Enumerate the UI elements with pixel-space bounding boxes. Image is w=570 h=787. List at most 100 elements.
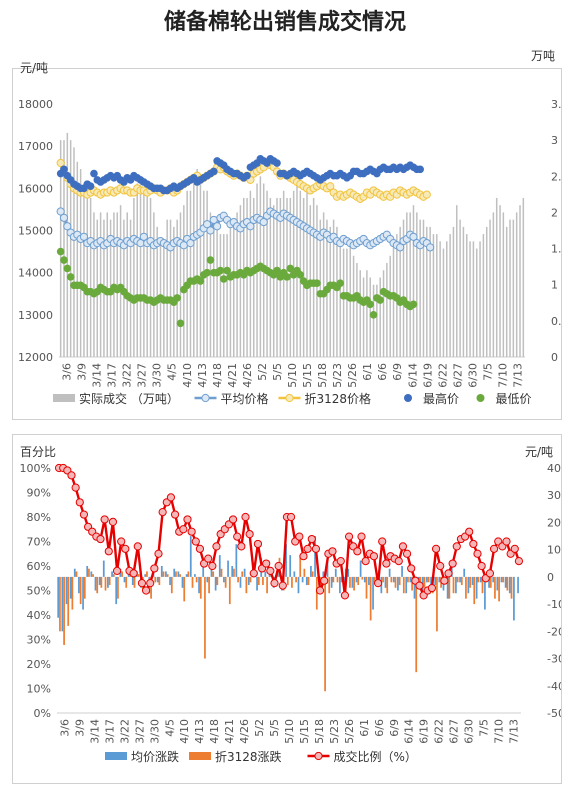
bar-mark <box>181 576 184 588</box>
bar-mark <box>224 576 227 588</box>
line-point <box>336 557 345 566</box>
bar-mark <box>351 576 354 588</box>
bar-mark <box>162 571 165 577</box>
bar-mark <box>336 226 338 357</box>
x-tick-label: 7/13 <box>508 719 521 744</box>
bar-mark <box>452 226 455 357</box>
x-tick-label: 4/26 <box>241 363 254 388</box>
bar-mark <box>179 212 182 357</box>
line-point <box>373 579 383 588</box>
line-point <box>213 222 222 231</box>
y-left-tick-label: 40% <box>27 609 51 622</box>
x-tick-label: 6/19 <box>421 363 434 388</box>
bar-mark <box>88 568 90 577</box>
bar-mark <box>311 571 314 577</box>
scatter-point <box>283 273 291 281</box>
bar-mark <box>67 576 70 626</box>
bar-mark <box>365 576 368 599</box>
x-tick-label: 3/6 <box>58 719 71 737</box>
line-point <box>186 239 195 248</box>
bar-mark <box>249 576 252 583</box>
left-axis-unit: 元/吨 <box>20 61 49 75</box>
x-tick-label: 7/10 <box>493 719 506 744</box>
x-tick-label: 6/27 <box>448 719 461 744</box>
bar-mark <box>489 219 491 357</box>
x-tick-label: 3/9 <box>76 363 89 381</box>
y-left-tick-label: 14000 <box>18 267 53 280</box>
bar-mark <box>216 576 219 586</box>
bar-mark <box>119 205 122 357</box>
line-point <box>398 542 408 551</box>
bar-mark <box>368 576 370 586</box>
line-point <box>233 532 242 541</box>
y-left-tick-label: 100% <box>20 462 51 475</box>
bar-mark <box>286 576 289 586</box>
bar-mark <box>133 197 135 357</box>
y-right-tick-label: -500 <box>547 707 561 720</box>
line-point <box>191 537 200 546</box>
bar-mark <box>473 576 476 605</box>
line-point <box>96 534 105 544</box>
scatter-point <box>86 182 95 191</box>
bar-mark <box>121 571 123 577</box>
y-left-tick-label: 18000 <box>18 98 53 111</box>
bar-mark <box>427 576 430 583</box>
bar-mark <box>247 576 250 586</box>
y-right-tick-label: 1 <box>551 279 558 292</box>
bar-mark <box>189 536 192 577</box>
bar-mark <box>106 212 109 357</box>
bar-mark <box>210 568 213 577</box>
bar-mark <box>479 241 481 357</box>
line-point <box>485 569 495 578</box>
x-tick-label: 3/22 <box>118 719 131 744</box>
bar-mark <box>57 576 60 618</box>
x-tick-label: 5/26 <box>343 719 356 744</box>
bar-mark <box>209 212 212 357</box>
bar-mark <box>131 576 134 586</box>
bar-mark <box>239 205 242 357</box>
bar-mark <box>266 576 268 594</box>
x-tick-label: 3/27 <box>133 719 146 744</box>
y-right-tick-label: -100 <box>547 598 561 611</box>
bar-mark <box>241 571 244 577</box>
y-left-tick-label: 20% <box>27 658 51 671</box>
bar-mark <box>357 576 360 586</box>
bar-mark <box>63 140 65 357</box>
line-point <box>396 243 405 252</box>
bar-mark <box>169 576 171 586</box>
legend-swatch <box>105 752 127 760</box>
bar-mark <box>129 219 132 357</box>
x-tick-label: 4/18 <box>208 719 221 744</box>
line-point <box>158 508 167 517</box>
bar-mark <box>76 161 79 357</box>
bar-mark <box>471 576 474 586</box>
bar-mark <box>407 576 409 583</box>
y-left-tick-label: 17000 <box>18 140 53 153</box>
bar-mark <box>500 576 503 583</box>
x-tick-label: 5/5 <box>268 719 281 737</box>
bar-mark <box>328 576 331 594</box>
line-point <box>299 552 308 561</box>
x-tick-label: 6/30 <box>466 363 479 388</box>
line-point <box>253 539 263 549</box>
bar-mark <box>169 219 172 357</box>
bar-mark <box>170 576 173 594</box>
scatter-point <box>376 296 385 304</box>
x-tick-label: 6/22 <box>433 719 446 744</box>
line-point <box>246 222 255 231</box>
bar-mark <box>199 176 202 357</box>
bar-mark <box>359 560 362 577</box>
bar-mark <box>466 234 468 357</box>
x-tick-label: 6/22 <box>436 363 449 388</box>
line-point <box>141 586 151 595</box>
line-point <box>489 544 499 553</box>
bar-mark <box>506 576 509 591</box>
line-point <box>237 542 246 551</box>
line-point <box>477 561 486 571</box>
bar-mark <box>462 226 465 357</box>
line-point <box>203 220 212 229</box>
bar-mark <box>93 212 95 357</box>
legend-label: 折3128价格 <box>305 391 372 406</box>
bar-mark <box>166 574 169 577</box>
x-tick-label: 4/5 <box>166 363 179 381</box>
